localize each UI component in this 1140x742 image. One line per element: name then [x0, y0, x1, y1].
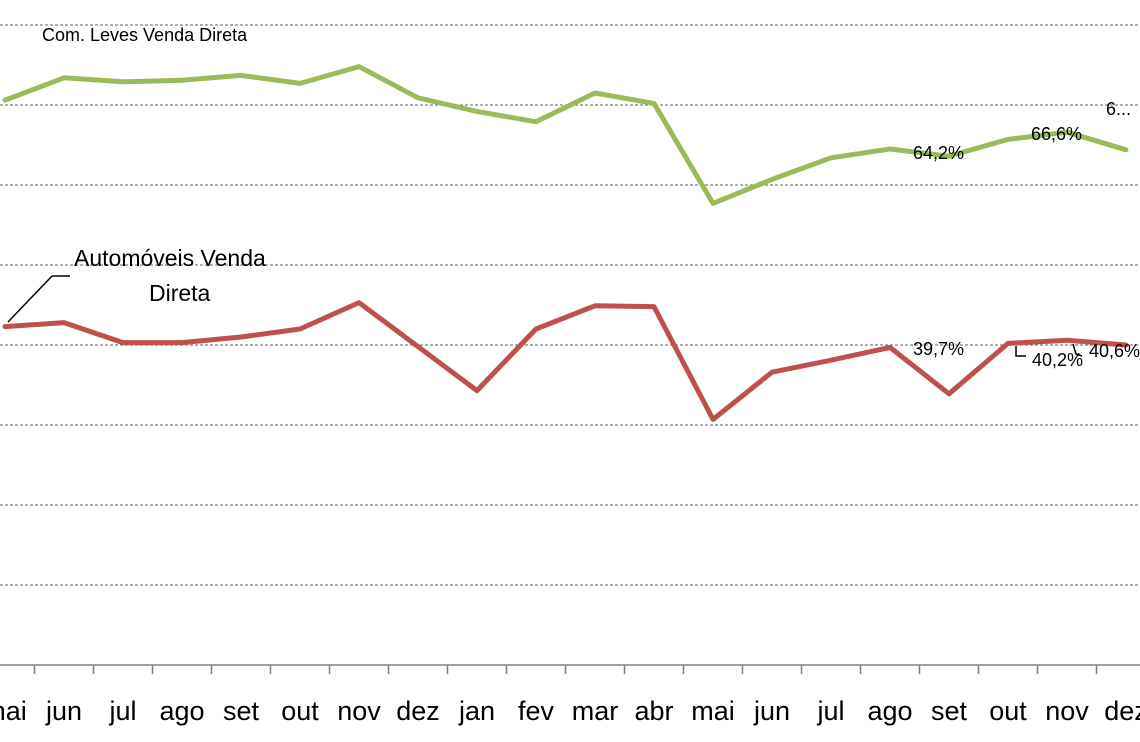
data-label-red-nov-leader: [1072, 343, 1083, 357]
x-tick-label: ago: [159, 696, 204, 726]
data-label-green-nov: 66,6%: [1031, 124, 1082, 144]
series-line-com-leves: [2, 64, 1129, 206]
x-tick-label: fev: [518, 696, 555, 726]
data-label-red-out: 40,2%: [1032, 350, 1083, 370]
data-label-red-out-leader: [1015, 346, 1026, 357]
x-tick-label: nov: [337, 696, 381, 726]
data-label-green-ago: 64,2%: [913, 143, 964, 163]
series-label-automoveis-line1: Automóveis Venda: [74, 245, 266, 271]
x-tick-label: dez: [1104, 696, 1140, 726]
x-tick-label: mar: [572, 696, 619, 726]
data-label-green-dez: 6...: [1106, 99, 1131, 119]
data-label-red-nov: 40,6%: [1089, 341, 1140, 361]
x-tick-label: out: [281, 696, 319, 726]
x-tick-label: abr: [634, 696, 673, 726]
x-tick-label: jun: [45, 696, 82, 726]
series-label-automoveis-line2: Direta: [149, 280, 211, 306]
x-tick-label: jul: [816, 696, 844, 726]
x-tick-label: jan: [458, 696, 495, 726]
x-tick-label: set: [931, 696, 968, 726]
x-axis-ticks: [33, 665, 1098, 674]
x-tick-label: ago: [867, 696, 912, 726]
series-label-com-leves: Com. Leves Venda Direta: [42, 25, 248, 45]
x-tick-label: mai: [691, 696, 735, 726]
x-tick-label: jun: [753, 696, 790, 726]
x-tick-label: nov: [1045, 696, 1089, 726]
x-tick-label: set: [223, 696, 260, 726]
x-tick-label: mai: [0, 696, 27, 726]
series-label-leader-line: [7, 275, 53, 323]
x-tick-label: dez: [396, 696, 440, 726]
x-tick-label: out: [989, 696, 1027, 726]
x-axis-labels: maijunjulagosetoutnovdezjanfevmarabrmaij…: [0, 696, 1140, 726]
data-label-red-ago: 39,7%: [913, 339, 964, 359]
gridlines: [0, 24, 1140, 586]
series-line-automoveis: [2, 300, 1129, 422]
x-tick-label: jul: [108, 696, 136, 726]
